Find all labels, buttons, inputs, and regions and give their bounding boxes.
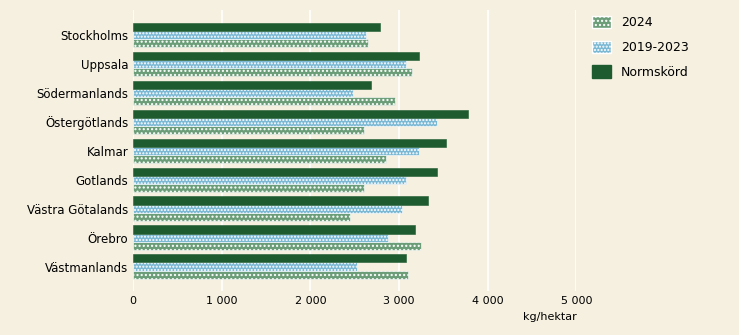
Bar (133, 262, 358, 271)
Bar (133, 176, 406, 184)
Bar (133, 68, 412, 76)
Legend: 2024, 2019-2023, Normskörd: 2024, 2019-2023, Normskörd (587, 11, 694, 84)
Bar (133, 242, 421, 250)
X-axis label: kg/hektar: kg/hektar (522, 312, 576, 322)
Bar (133, 52, 420, 60)
Bar (133, 225, 415, 233)
Bar (133, 110, 469, 118)
Bar (133, 233, 389, 242)
Bar (133, 81, 371, 89)
Bar (133, 196, 429, 205)
Bar (133, 126, 364, 134)
Bar (133, 155, 386, 163)
Bar (133, 118, 437, 126)
Bar (133, 60, 406, 68)
Bar (133, 213, 350, 221)
Bar (133, 205, 402, 213)
Bar (133, 31, 367, 39)
Bar (133, 23, 380, 31)
Bar (133, 271, 408, 279)
Bar (133, 89, 353, 97)
Bar (133, 139, 446, 147)
Bar (133, 147, 420, 155)
Bar (133, 184, 364, 192)
Bar (133, 168, 437, 176)
Bar (133, 39, 368, 47)
Bar (133, 97, 395, 105)
Bar (133, 254, 406, 262)
